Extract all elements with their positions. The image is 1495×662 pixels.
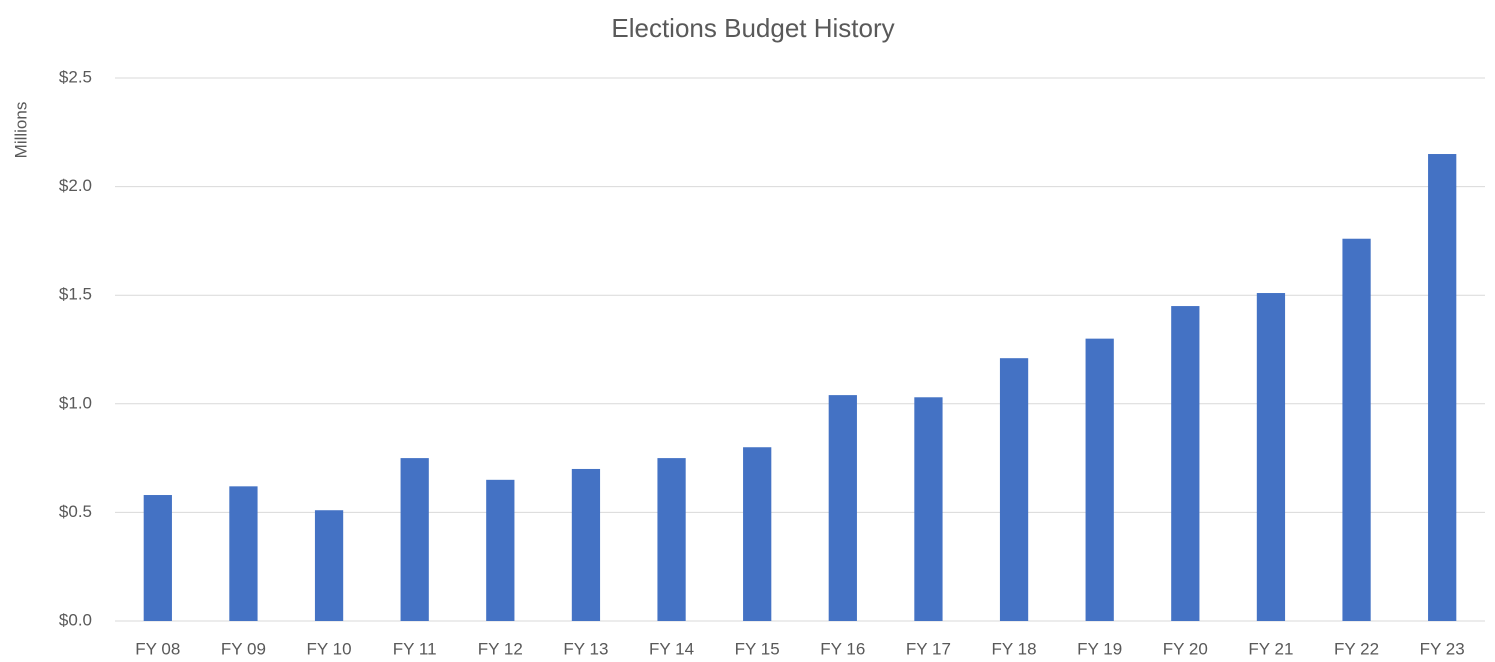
bar xyxy=(486,479,515,621)
y-tick-label: $2.0 xyxy=(59,176,92,195)
bar xyxy=(1085,338,1114,621)
x-tick-label: FY 10 xyxy=(307,639,352,658)
x-tick-label: FY 12 xyxy=(478,639,523,658)
y-tick-label: $0.5 xyxy=(59,502,92,521)
x-tick-label: FY 11 xyxy=(393,639,437,658)
bar xyxy=(914,397,943,621)
x-tick-label: FY 15 xyxy=(735,639,780,658)
y-tick-label: $1.0 xyxy=(59,393,92,412)
chart-title: Elections Budget History xyxy=(611,13,894,43)
bar xyxy=(1256,293,1286,621)
x-tick-label: FY 13 xyxy=(563,639,608,658)
bar xyxy=(314,510,344,621)
y-axis-label: Millions xyxy=(11,102,30,159)
bar xyxy=(657,458,686,621)
bar xyxy=(400,458,429,621)
x-tick-label: FY 22 xyxy=(1334,639,1379,658)
y-tick-label: $0.0 xyxy=(59,610,92,629)
x-tick-label: FY 23 xyxy=(1420,639,1465,658)
bar xyxy=(143,495,172,621)
x-tick-label: FY 14 xyxy=(649,639,694,658)
x-tick-label: FY 16 xyxy=(820,639,865,658)
bar xyxy=(743,447,772,621)
bar xyxy=(828,395,857,621)
x-tick-label: FY 19 xyxy=(1077,639,1122,658)
x-tick-label: FY 18 xyxy=(992,639,1037,658)
y-tick-label: $2.5 xyxy=(59,67,92,86)
bar xyxy=(999,358,1029,621)
bar xyxy=(1171,306,1200,621)
bar xyxy=(229,486,258,621)
bar xyxy=(571,468,601,621)
x-tick-label: FY 08 xyxy=(135,639,180,658)
x-tick-label: FY 20 xyxy=(1163,639,1208,658)
y-tick-label: $1.5 xyxy=(59,285,92,304)
bar xyxy=(1428,154,1457,621)
x-tick-label: FY 17 xyxy=(906,639,951,658)
x-tick-label: FY 21 xyxy=(1248,639,1293,658)
bar xyxy=(1342,238,1371,621)
x-tick-label: FY 09 xyxy=(221,639,266,658)
